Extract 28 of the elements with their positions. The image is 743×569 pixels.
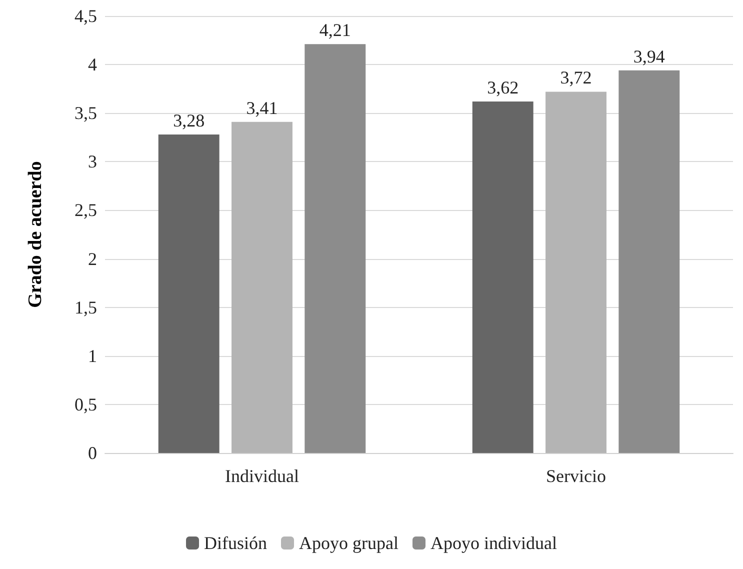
- legend-label: Apoyo grupal: [299, 533, 398, 553]
- legend-label: Apoyo individual: [430, 533, 557, 553]
- bar: [158, 134, 220, 453]
- bar: [546, 92, 606, 453]
- y-tick-label: 3,5: [74, 103, 97, 124]
- bar: [232, 122, 292, 453]
- y-tick-label: 0,5: [74, 394, 97, 414]
- data-label: 4,21: [319, 20, 351, 40]
- y-tick-label: 4: [88, 54, 97, 75]
- bar: [618, 70, 680, 453]
- y-axis-title: Grado de acuerdo: [25, 161, 46, 308]
- y-tick-label: 1: [88, 346, 97, 366]
- y-tick-label: 3: [88, 152, 97, 172]
- x-tick-label: Servicio: [546, 466, 606, 486]
- bar: [304, 44, 366, 453]
- data-label: 3,41: [246, 98, 278, 118]
- data-label: 3,28: [173, 110, 205, 130]
- data-label: 3,62: [487, 77, 519, 98]
- data-label: 3,94: [633, 46, 665, 66]
- x-tick-label: Individual: [225, 466, 299, 486]
- y-tick-label: 2: [88, 248, 97, 269]
- y-tick-label: 2,5: [74, 200, 97, 220]
- y-tick-label: 0: [88, 443, 97, 463]
- y-tick-label: 4,5: [74, 6, 97, 26]
- y-tick-label: 1,5: [74, 297, 97, 318]
- data-label: 3,72: [560, 68, 592, 88]
- legend-label: Difusión: [204, 533, 268, 553]
- bar: [472, 101, 534, 453]
